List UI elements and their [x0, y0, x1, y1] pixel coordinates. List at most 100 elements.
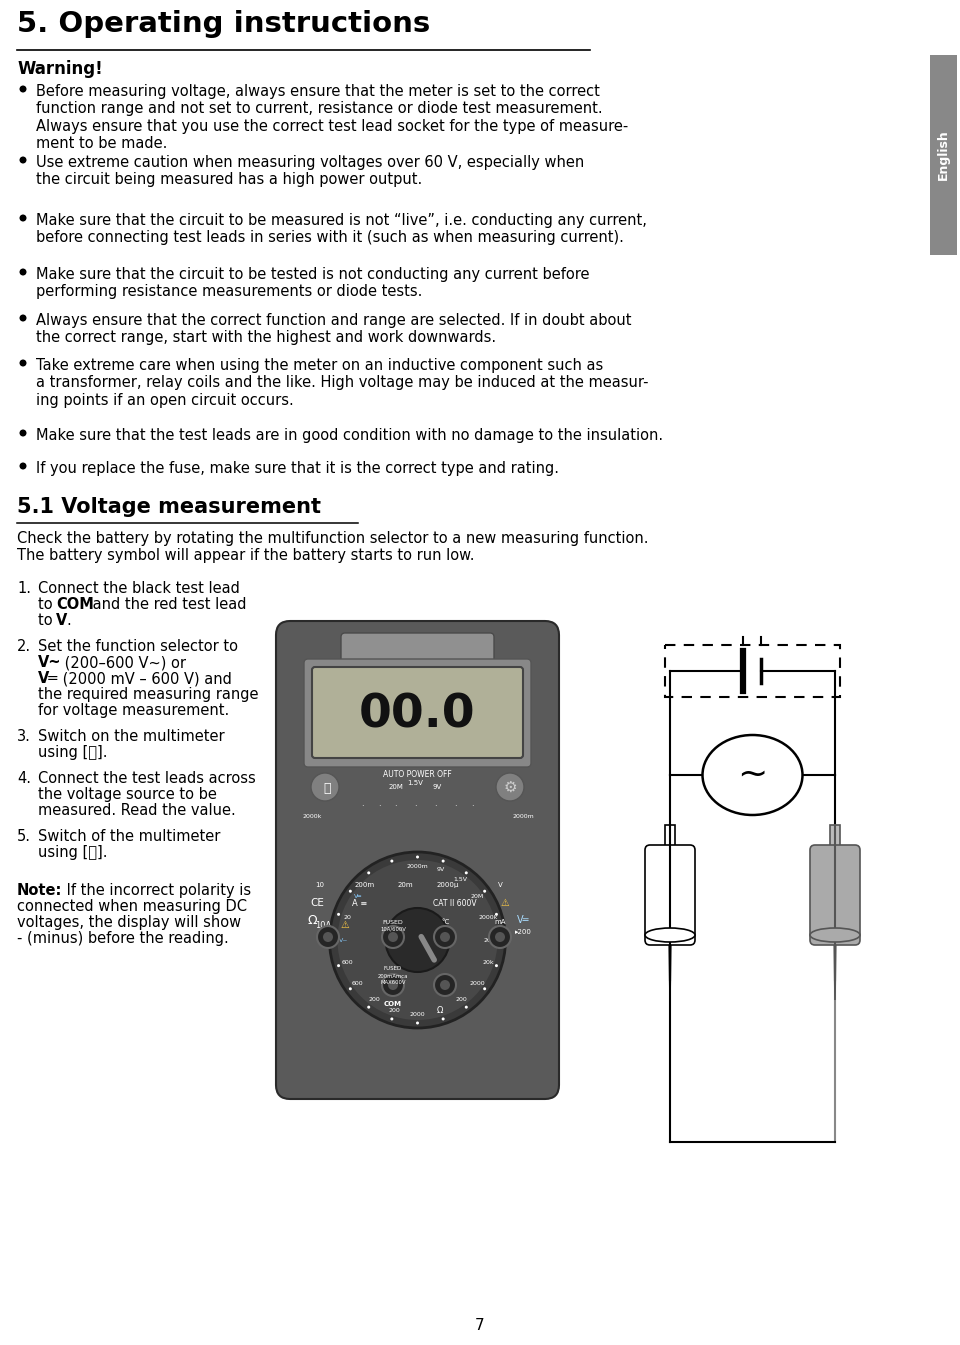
Text: AUTO POWER OFF: AUTO POWER OFF	[383, 769, 452, 779]
Circle shape	[311, 773, 339, 802]
Circle shape	[483, 987, 486, 990]
Text: 200k: 200k	[484, 937, 499, 943]
Text: and the red test lead: and the red test lead	[88, 597, 247, 612]
Ellipse shape	[703, 734, 803, 815]
Text: If the incorrect polarity is: If the incorrect polarity is	[62, 884, 252, 898]
Circle shape	[495, 913, 498, 916]
Circle shape	[440, 932, 450, 941]
Text: 10A: 10A	[315, 920, 331, 929]
Circle shape	[333, 939, 336, 942]
Text: .: .	[378, 799, 381, 807]
Circle shape	[434, 974, 456, 997]
Circle shape	[465, 1006, 468, 1009]
Circle shape	[317, 925, 339, 948]
Circle shape	[19, 463, 27, 469]
Text: V~: V~	[339, 937, 348, 943]
Text: COM: COM	[56, 597, 94, 612]
Text: 1.5V: 1.5V	[408, 780, 423, 785]
Circle shape	[348, 987, 352, 990]
Text: using [⏻].: using [⏻].	[38, 745, 108, 760]
Circle shape	[495, 932, 505, 941]
Text: V═: V═	[38, 671, 59, 686]
Circle shape	[323, 932, 333, 941]
Text: 9V: 9V	[436, 868, 444, 872]
Text: V═: V═	[353, 894, 362, 898]
Text: Switch of the multimeter: Switch of the multimeter	[38, 829, 221, 845]
Circle shape	[19, 315, 27, 321]
Circle shape	[499, 939, 502, 942]
Text: Always ensure that the correct function and range are selected. If in doubt abou: Always ensure that the correct function …	[36, 313, 632, 346]
Text: ⚠: ⚠	[500, 898, 510, 908]
Text: (200–600 V~) or: (200–600 V~) or	[60, 655, 186, 670]
Text: A ≡: A ≡	[352, 898, 368, 908]
Text: Connect the test leads across: Connect the test leads across	[38, 771, 255, 785]
FancyBboxPatch shape	[645, 845, 695, 946]
Text: Set the function selector to: Set the function selector to	[38, 639, 238, 654]
Text: MAX600V: MAX600V	[380, 981, 406, 986]
Circle shape	[416, 1021, 419, 1025]
Text: CAT II 600V: CAT II 600V	[433, 898, 477, 908]
Text: Make sure that the test leads are in good condition with no damage to the insula: Make sure that the test leads are in goo…	[36, 428, 663, 443]
Text: voltages, the display will show: voltages, the display will show	[17, 915, 241, 929]
Text: .: .	[395, 799, 396, 807]
Text: 4.: 4.	[17, 771, 31, 785]
Circle shape	[19, 269, 27, 276]
Text: 2000: 2000	[469, 981, 485, 986]
Text: 200: 200	[368, 998, 380, 1002]
Text: Check the battery by rotating the multifunction selector to a new measuring func: Check the battery by rotating the multif…	[17, 531, 649, 564]
Text: 1.5V: 1.5V	[453, 877, 467, 882]
Text: FUSED: FUSED	[383, 920, 403, 924]
Circle shape	[442, 1017, 444, 1021]
Text: ⏻: ⏻	[324, 781, 331, 795]
Text: 20M: 20M	[388, 784, 403, 790]
Text: Make sure that the circuit to be measured is not “live”, i.e. conducting any cur: Make sure that the circuit to be measure…	[36, 213, 647, 245]
Circle shape	[434, 925, 456, 948]
Text: °C: °C	[441, 919, 449, 925]
Text: ~: ~	[737, 759, 768, 792]
Circle shape	[348, 889, 352, 893]
FancyBboxPatch shape	[341, 633, 494, 663]
Text: to: to	[38, 597, 58, 612]
Text: 5.1 Voltage measurement: 5.1 Voltage measurement	[17, 498, 321, 516]
Text: .: .	[414, 799, 417, 807]
Circle shape	[19, 214, 27, 222]
Circle shape	[382, 974, 404, 997]
Circle shape	[337, 913, 340, 916]
Text: FUSED: FUSED	[384, 967, 402, 971]
Text: Ω: Ω	[307, 913, 317, 927]
Text: .: .	[454, 799, 457, 807]
Text: Use extreme caution when measuring voltages over 60 V, especially when
the circu: Use extreme caution when measuring volta…	[36, 155, 585, 187]
Polygon shape	[830, 824, 840, 999]
Text: CE: CE	[310, 898, 324, 908]
Circle shape	[388, 981, 398, 990]
Polygon shape	[665, 824, 675, 999]
Text: English: English	[937, 129, 949, 180]
Bar	[665, 646, 840, 697]
Text: 20m: 20m	[397, 882, 413, 888]
Circle shape	[333, 939, 336, 942]
Text: 200: 200	[389, 1007, 400, 1013]
Text: the voltage source to be: the voltage source to be	[38, 787, 217, 802]
Circle shape	[329, 851, 506, 1028]
Text: 5.: 5.	[17, 829, 31, 845]
Text: 200mAmca: 200mAmca	[378, 974, 408, 979]
Text: measured. Read the value.: measured. Read the value.	[38, 803, 236, 818]
FancyBboxPatch shape	[304, 659, 531, 767]
Text: .: .	[434, 799, 437, 807]
Circle shape	[416, 855, 419, 858]
Text: Take extreme care when using the meter on an inductive component such as
a trans: Take extreme care when using the meter o…	[36, 358, 649, 408]
Text: 600: 600	[351, 981, 364, 986]
FancyBboxPatch shape	[276, 621, 559, 1099]
Circle shape	[368, 1006, 371, 1009]
Circle shape	[19, 429, 27, 437]
Text: ⚙: ⚙	[503, 780, 516, 795]
Text: If you replace the fuse, make sure that it is the correct type and rating.: If you replace the fuse, make sure that …	[36, 461, 559, 476]
Text: 600: 600	[342, 960, 353, 966]
Ellipse shape	[810, 928, 860, 942]
Circle shape	[440, 981, 450, 990]
Text: 1.: 1.	[17, 581, 31, 596]
Text: for voltage measurement.: for voltage measurement.	[38, 703, 229, 718]
Text: 200: 200	[455, 998, 467, 1002]
Text: to: to	[38, 613, 58, 628]
Text: 10: 10	[316, 882, 324, 888]
